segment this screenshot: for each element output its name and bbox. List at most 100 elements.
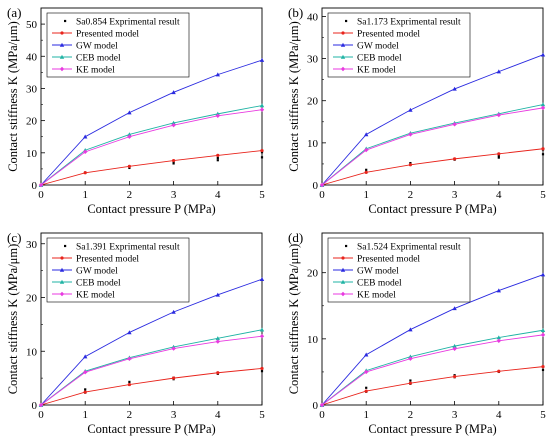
- data-point-presented-model: [497, 369, 501, 373]
- legend-series-name: Exprimental result: [390, 242, 461, 252]
- data-point-ke-model: [259, 107, 265, 112]
- data-point-ceb-model: [452, 343, 457, 348]
- x-tick-label: 5: [540, 409, 546, 421]
- data-point-gw-model: [127, 110, 132, 115]
- data-point-experimental: [409, 161, 412, 165]
- data-point-ceb-model: [408, 354, 413, 359]
- data-point-gw-model: [171, 309, 176, 314]
- data-point-ceb-model: [171, 120, 176, 125]
- data-point-ceb-model: [259, 327, 265, 332]
- x-tick-label: 4: [496, 409, 502, 421]
- data-point-ke-model: [408, 132, 413, 137]
- y-tick-label: 20: [307, 268, 319, 280]
- data-point-ke-model: [38, 402, 44, 408]
- series-line-ke-model: [321, 107, 544, 186]
- data-point-presented-model: [260, 148, 264, 153]
- data-point-presented-model: [216, 371, 220, 375]
- series-line-ke-model: [321, 334, 544, 406]
- legend-marker-gw-model: [59, 42, 65, 47]
- x-tick-label: 4: [496, 189, 502, 201]
- legend-marker-presented-model: [60, 31, 64, 35]
- x-axis-label: Contact pressure P (MPa): [87, 202, 215, 216]
- y-axis-label: Contact stiffness K (MPa/μm): [6, 244, 20, 395]
- data-point-gw-model: [83, 354, 88, 359]
- x-tick-label: 0: [38, 189, 44, 201]
- data-point-gw-model: [171, 90, 176, 95]
- y-tick-label: 10: [307, 138, 319, 150]
- data-point-ke-model: [83, 370, 88, 375]
- series-line-gw-model: [40, 59, 263, 186]
- panel-label: (b): [288, 5, 303, 20]
- legend-marker-ke-model: [59, 66, 65, 72]
- data-point-experimental: [216, 156, 219, 160]
- series-line-ceb-model: [321, 329, 544, 406]
- x-tick-label: 5: [259, 189, 265, 201]
- y-axis-label: Contact stiffness K (MPa/μm): [287, 244, 301, 395]
- data-point-experimental: [497, 156, 500, 159]
- y-tick-label: 50: [26, 19, 38, 31]
- y-tick-label: 20: [26, 116, 38, 128]
- panel-label: (c): [7, 230, 21, 245]
- data-point-ceb-model: [127, 132, 132, 137]
- data-point-ceb-model: [259, 103, 265, 108]
- legend-entry-ceb-model: CEB model: [76, 53, 121, 63]
- legend-marker-experimental: [345, 19, 348, 23]
- legend-marker-gw-model: [340, 42, 346, 47]
- panel-label: (a): [7, 5, 21, 20]
- chart-panel-d: 0 1 2 3 4 5 0 10 20 Contact pressure P (MPa) Conta…: [287, 230, 546, 436]
- legend-entry-ceb-model: CEB model: [76, 278, 121, 288]
- x-axis-label: Contact pressure P (MPa): [368, 202, 496, 216]
- data-point-ke-model: [127, 134, 132, 139]
- legend-marker-ceb-model: [59, 54, 65, 59]
- y-tick-label: 20: [307, 96, 319, 108]
- series-line-ke-model: [40, 335, 263, 406]
- legend-marker-gw-model: [340, 267, 346, 272]
- x-tick-label: 2: [127, 189, 133, 201]
- data-point-ceb-model: [540, 328, 546, 333]
- data-point-presented-model: [453, 374, 457, 379]
- legend-marker-presented-model: [341, 31, 345, 35]
- x-tick-label: 3: [171, 409, 177, 421]
- data-point-ke-model: [319, 182, 325, 188]
- y-tick-label: 0: [32, 180, 38, 192]
- data-point-presented-model: [127, 382, 131, 387]
- legend-marker-ceb-model: [340, 54, 346, 59]
- data-point-gw-model: [540, 52, 546, 57]
- y-axis-label: Contact stiffness K (MPa/μm): [6, 21, 20, 172]
- series-line-gw-model: [40, 278, 263, 406]
- x-tick-label: 0: [319, 189, 325, 201]
- data-point-gw-model: [496, 288, 501, 293]
- x-tick-label: 0: [319, 409, 325, 421]
- series-line-ceb-model: [40, 105, 263, 186]
- data-point-gw-model: [408, 107, 413, 112]
- legend-entry-experimental: Sa1.524 Exprimental result: [357, 242, 461, 252]
- x-tick-label: 3: [452, 409, 458, 421]
- legend-marker-experimental: [64, 244, 67, 248]
- x-tick-label: 2: [408, 189, 414, 201]
- data-point-ke-model: [38, 182, 44, 188]
- data-point-gw-model: [540, 272, 546, 277]
- y-tick-label: 30: [26, 239, 38, 251]
- x-tick-label: 1: [363, 189, 369, 201]
- data-point-ke-model: [83, 149, 88, 155]
- data-point-presented-model: [453, 157, 457, 161]
- data-point-gw-model: [364, 352, 369, 357]
- legend-entry-gw-model: GW model: [76, 41, 118, 51]
- legend-series-name: Exprimental result: [109, 242, 180, 252]
- data-point-experimental: [541, 153, 545, 156]
- y-tick-label: 30: [26, 83, 38, 95]
- y-axis-label: Contact stiffness K (MPa/μm): [287, 21, 301, 172]
- y-tick-label: 0: [313, 400, 319, 412]
- legend-sample-id: Sa1.524: [357, 242, 388, 252]
- chart-panel-b: 0 1 2 3 4 5 0 10 20 30 40 Contact pressure P (MPa) C…: [287, 5, 546, 216]
- data-point-ke-model: [452, 346, 457, 351]
- legend-marker-presented-model: [60, 256, 64, 260]
- data-point-experimental: [365, 168, 368, 171]
- data-point-gw-model: [408, 327, 413, 332]
- series-line-ke-model: [40, 109, 263, 186]
- series-line-presented-model: [40, 368, 263, 406]
- y-tick-label: 10: [307, 334, 319, 346]
- legend-entry-gw-model: GW model: [76, 266, 118, 276]
- legend-entry-presented-model: Presented model: [357, 29, 420, 39]
